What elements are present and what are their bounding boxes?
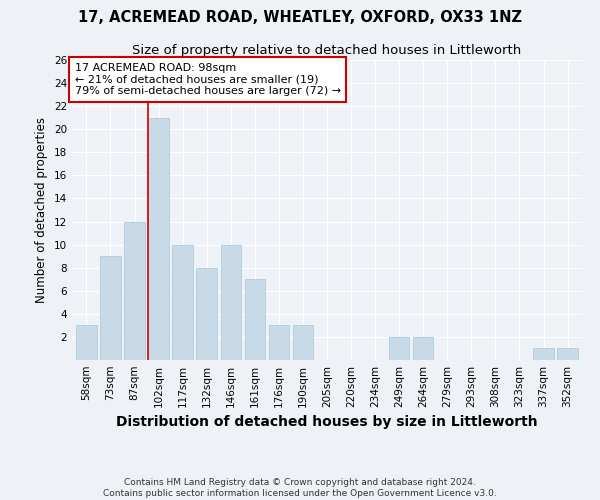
Bar [76,326,97,360]
X-axis label: Distribution of detached houses by size in Littleworth: Distribution of detached houses by size … [116,416,538,430]
Bar [389,337,409,360]
Title: Size of property relative to detached houses in Littleworth: Size of property relative to detached ho… [133,44,521,58]
Bar [100,256,121,360]
Bar [557,348,578,360]
Text: 17, ACREMEAD ROAD, WHEATLEY, OXFORD, OX33 1NZ: 17, ACREMEAD ROAD, WHEATLEY, OXFORD, OX3… [78,10,522,25]
Bar [148,118,169,360]
Bar [533,348,554,360]
Bar [413,337,433,360]
Text: Contains HM Land Registry data © Crown copyright and database right 2024.
Contai: Contains HM Land Registry data © Crown c… [103,478,497,498]
Bar [196,268,217,360]
Bar [245,279,265,360]
Text: 17 ACREMEAD ROAD: 98sqm
← 21% of detached houses are smaller (19)
79% of semi-de: 17 ACREMEAD ROAD: 98sqm ← 21% of detache… [74,63,341,96]
Bar [172,244,193,360]
Bar [269,326,289,360]
Bar [293,326,313,360]
Bar [221,244,241,360]
Bar [124,222,145,360]
Y-axis label: Number of detached properties: Number of detached properties [35,117,49,303]
